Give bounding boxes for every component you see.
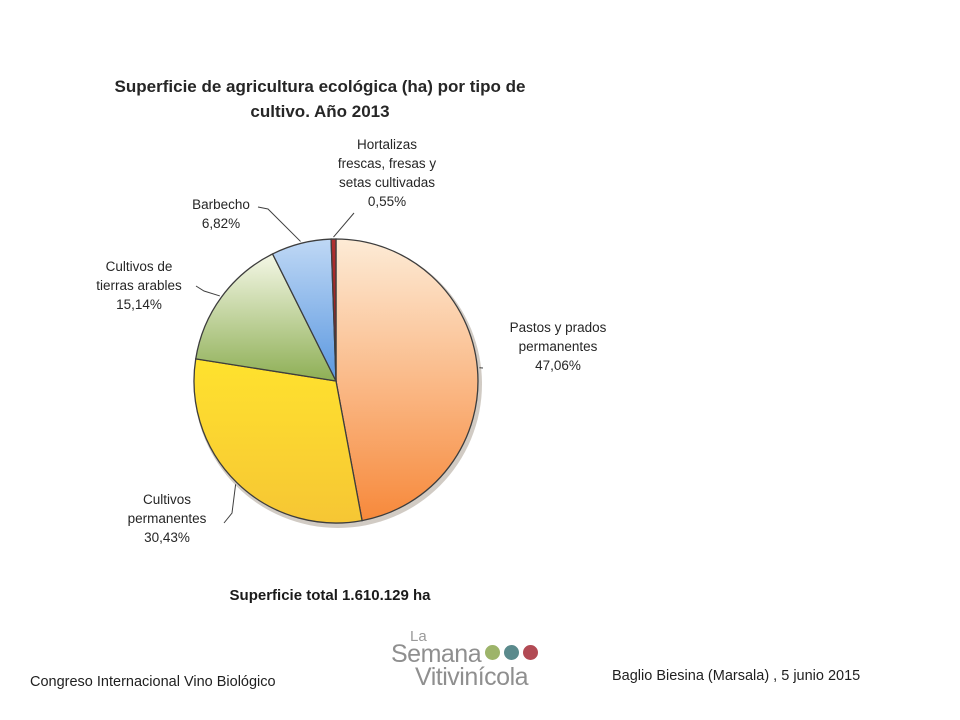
slice-label-barbecho: Barbecho 6,82% [176, 195, 266, 233]
slice-label-pastos: Pastos y prados permanentes 47,06% [488, 318, 628, 375]
slice-label-hortalizas: Hortalizas frescas, fresas y setas culti… [314, 135, 460, 211]
slice-value-pastos: 47,06% [535, 358, 581, 373]
pie-slice-tierras-arables [194, 253, 338, 382]
chart-title-line-1: Superficie de agricultura ecológica (ha)… [114, 77, 526, 96]
total-surface-label: Superficie total 1.610.129 ha [229, 587, 431, 604]
pie-slice-cultivos-permanentes [193, 358, 363, 524]
footer-event-name: Congreso Internacional Vino Biológico [30, 674, 276, 690]
slice-label-tierras-arables-line-1: Cultivos de [105, 259, 173, 274]
slice-label-hortalizas-line-2: frescas, fresas y [337, 156, 437, 171]
leader-line-hortalizas [333, 212, 355, 238]
slice-value-hortalizas: 0,55% [367, 194, 407, 209]
leader-line-cultivos-permanentes [223, 484, 237, 524]
slice-label-tierras-arables: Cultivos de tierras arables 15,14% [72, 257, 206, 314]
chart-title: Superficie de agricultura ecológica (ha)… [60, 74, 580, 124]
logo-text-la: La [410, 628, 427, 645]
footer-location-date: Baglio Biesina (Marsala) , 5 junio 2015 [612, 668, 861, 684]
slice-value-cultivos-permanentes: 30,43% [144, 530, 190, 545]
semana-vitivinicola-logo: La Semana Vitivinícola [385, 628, 560, 692]
slice-label-barbecho-line-1: Barbecho [192, 197, 250, 212]
slice-label-hortalizas-line-1: Hortalizas [356, 137, 418, 152]
leader-line-tierras-arables [195, 285, 220, 297]
pie-slice-hortalizas [330, 238, 337, 382]
leader-line-barbecho [257, 206, 301, 242]
leaf-emblem-icon [523, 645, 538, 661]
grape-emblem-icon [504, 645, 519, 661]
pie-slice-pastos [335, 238, 479, 522]
slice-label-tierras-arables-line-2: tierras arables [96, 278, 182, 293]
logo-text-vitivinicola: Vitivinícola [415, 663, 529, 691]
slice-label-hortalizas-line-3: setas cultivadas [338, 175, 436, 190]
slice-label-pastos-line-2: permanentes [518, 339, 598, 354]
slice-label-cultivos-permanentes-line-1: Cultivos [142, 492, 191, 507]
slice-value-tierras-arables: 15,14% [116, 297, 162, 312]
slice-label-pastos-line-1: Pastos y prados [509, 320, 607, 335]
slice-label-cultivos-permanentes-line-2: permanentes [127, 511, 207, 526]
logo-text-semana: Semana [391, 640, 482, 668]
logo-emblems [485, 644, 542, 662]
slice-value-barbecho: 6,82% [201, 216, 241, 231]
chart-title-line-2: cultivo. Año 2013 [250, 102, 390, 121]
slice-label-cultivos-permanentes: Cultivos permanentes 30,43% [102, 490, 232, 547]
olive-emblem-icon [485, 645, 500, 661]
